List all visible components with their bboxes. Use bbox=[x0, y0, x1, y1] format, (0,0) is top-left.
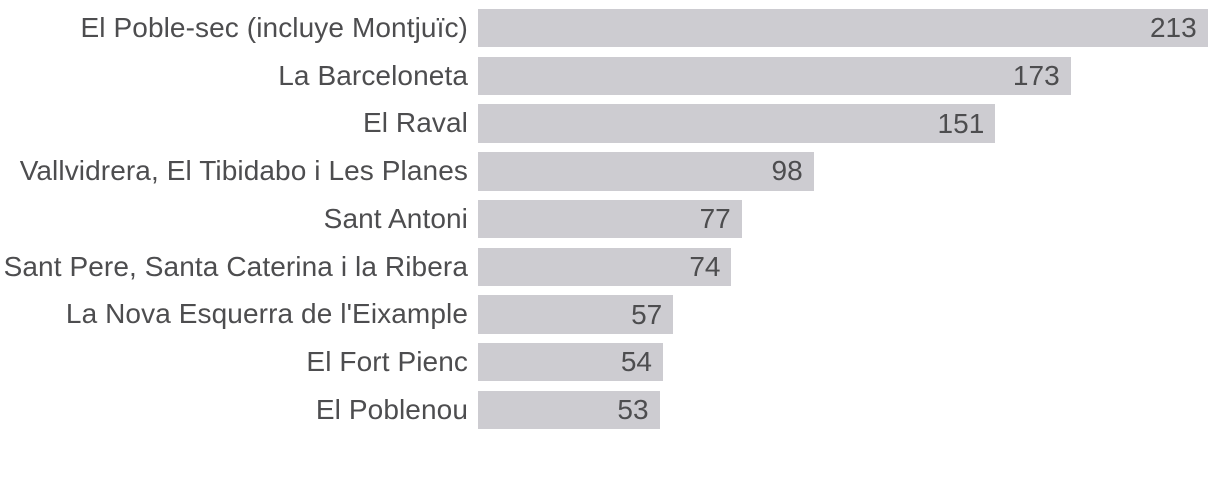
bar-track: 173 bbox=[478, 56, 1220, 96]
category-label: El Poble-sec (incluye Montjuïc) bbox=[80, 12, 468, 43]
bar-track: 151 bbox=[478, 104, 1220, 143]
value-label: 53 bbox=[617, 394, 649, 426]
bar-row: El Raval 151 bbox=[0, 104, 1220, 143]
value-label: 74 bbox=[689, 250, 721, 282]
category-label: El Raval bbox=[362, 107, 468, 139]
bar: 77 bbox=[478, 199, 742, 239]
value-label: 77 bbox=[699, 203, 731, 235]
value-label: 54 bbox=[620, 346, 652, 378]
bar-row: La Nova Esquerra de l'Eixample 57 bbox=[0, 295, 1220, 334]
category-label: La Nova Esquerra de l'Eixample bbox=[65, 298, 468, 330]
category-label: El Poblenou bbox=[315, 393, 468, 425]
bar-track: 74 bbox=[478, 247, 1220, 286]
category-label: Vallvidrera, El Tibidabo i Les Planes bbox=[19, 155, 468, 187]
bar: 53 bbox=[478, 390, 660, 430]
value-label: 98 bbox=[771, 155, 803, 187]
value-label: 173 bbox=[1012, 59, 1060, 91]
bar-track: 57 bbox=[478, 295, 1220, 334]
bar: 57 bbox=[478, 295, 674, 334]
bar: 54 bbox=[478, 343, 663, 382]
bar: 151 bbox=[478, 104, 996, 143]
bar: 173 bbox=[478, 56, 1071, 96]
bar-track: 77 bbox=[478, 199, 1220, 239]
bar: 74 bbox=[478, 247, 732, 286]
bar-row: Vallvidrera, El Tibidabo i Les Planes 98 bbox=[0, 152, 1220, 191]
value-label: 57 bbox=[631, 298, 663, 330]
bar-track: 213 bbox=[478, 9, 1220, 48]
bar-row: El Poble-sec (incluye Montjuïc) 213 bbox=[0, 9, 1220, 48]
bar-track: 54 bbox=[478, 343, 1220, 382]
bar-row: El Fort Pienc 54 bbox=[0, 343, 1220, 382]
category-label: Sant Pere, Santa Caterina i la Ribera bbox=[3, 250, 468, 282]
category-label: El Fort Pienc bbox=[306, 346, 468, 378]
bar: 213 bbox=[478, 9, 1208, 48]
bar-row: El Poblenou 53 bbox=[0, 390, 1220, 430]
bar-track: 53 bbox=[478, 390, 1220, 430]
value-label: 151 bbox=[937, 107, 985, 139]
bar-row: Sant Antoni 77 bbox=[0, 199, 1220, 239]
value-label: 213 bbox=[1149, 12, 1197, 44]
category-label: Sant Antoni bbox=[323, 202, 468, 234]
bar-track: 98 bbox=[478, 152, 1220, 191]
category-label: La Barceloneta bbox=[278, 59, 468, 91]
bar-row: La Barceloneta 173 bbox=[0, 56, 1220, 96]
bar-row: Sant Pere, Santa Caterina i la Ribera 74 bbox=[0, 247, 1220, 286]
bar: 98 bbox=[478, 152, 814, 191]
